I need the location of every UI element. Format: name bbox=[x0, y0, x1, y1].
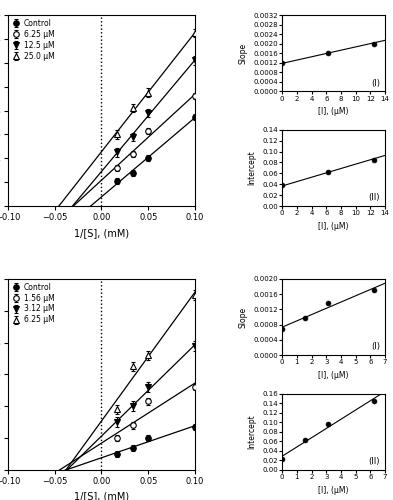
X-axis label: [I], (μM): [I], (μM) bbox=[318, 371, 349, 380]
X-axis label: [I], (μM): [I], (μM) bbox=[318, 107, 349, 116]
X-axis label: [I], (μM): [I], (μM) bbox=[318, 486, 349, 494]
Legend: Control, 6.25 μM, 12.5 μM, 25.0 μM: Control, 6.25 μM, 12.5 μM, 25.0 μM bbox=[10, 18, 56, 62]
Y-axis label: Intercept: Intercept bbox=[248, 150, 257, 186]
Y-axis label: Slope: Slope bbox=[239, 42, 248, 64]
Legend: Control, 1.56 μM, 3.12 μM, 6.25 μM: Control, 1.56 μM, 3.12 μM, 6.25 μM bbox=[10, 281, 56, 326]
X-axis label: 1/[S], (mM): 1/[S], (mM) bbox=[74, 492, 129, 500]
X-axis label: 1/[S], (mM): 1/[S], (mM) bbox=[74, 228, 129, 237]
Text: (II): (II) bbox=[369, 457, 380, 466]
Y-axis label: Intercept: Intercept bbox=[248, 414, 257, 449]
Text: (I): (I) bbox=[371, 78, 380, 88]
Text: (I): (I) bbox=[371, 342, 380, 351]
Y-axis label: Slope: Slope bbox=[239, 306, 248, 328]
X-axis label: [I], (μM): [I], (μM) bbox=[318, 222, 349, 231]
Text: (II): (II) bbox=[369, 194, 380, 202]
